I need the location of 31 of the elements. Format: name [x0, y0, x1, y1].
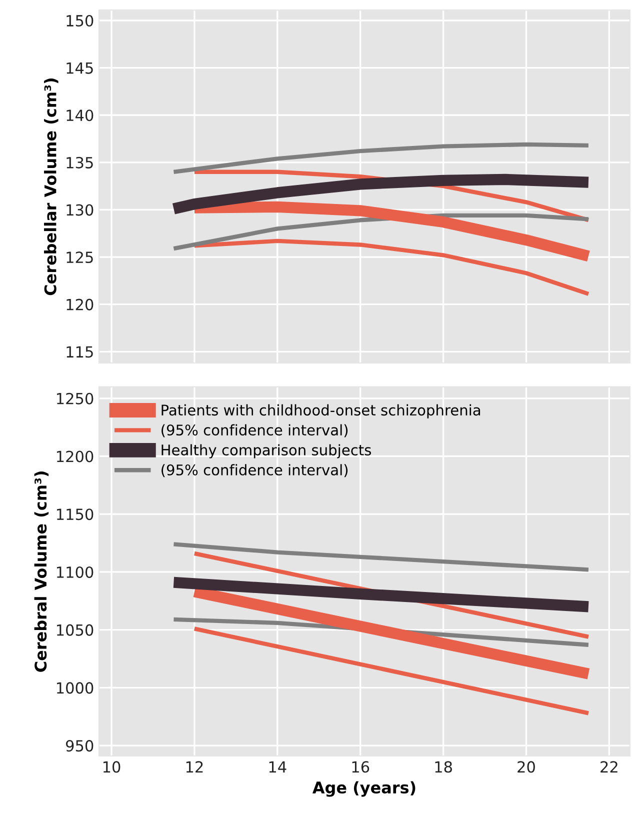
y-axis-title: Cerebral Volume (cm³) — [34, 472, 49, 672]
y-tick-label: 150 — [66, 14, 94, 27]
x-tick-label: 22 — [600, 761, 618, 772]
legend-label: Healthy comparison subjects — [162, 444, 371, 458]
x-axis-title: Age (years) — [312, 781, 416, 797]
x-tick-label: 18 — [435, 761, 452, 773]
y-tick-label: 145 — [66, 62, 93, 74]
x-tick-label: 10 — [103, 761, 120, 773]
y-tick-label: 120 — [66, 298, 94, 310]
line-series — [172, 542, 591, 572]
y-tick-label: 130 — [66, 204, 94, 216]
y-tick-label: 140 — [66, 110, 94, 122]
x-tick-label: 16 — [352, 761, 370, 773]
y-tick-label: 135 — [66, 156, 93, 168]
x-tick-label: 12 — [186, 761, 203, 772]
legend-label: Patients with childhood-onset schizophrenia — [162, 404, 480, 418]
y-tick-label: 1200 — [56, 450, 94, 462]
y-tick-label: 1000 — [56, 682, 94, 694]
legend-label: (95% confidence interval) — [162, 424, 348, 438]
y-axis-title: Cerebellar Volume (cm³) — [44, 78, 58, 296]
x-tick-label: 14 — [269, 761, 286, 772]
line-series — [192, 238, 591, 296]
y-tick-label: 950 — [66, 740, 94, 752]
y-tick-label: 125 — [66, 252, 93, 264]
y-tick-label: 1150 — [56, 508, 94, 520]
y-tick-label: 115 — [66, 346, 93, 358]
y-tick-label: 1100 — [56, 566, 94, 578]
y-tick-label: 1050 — [56, 624, 94, 636]
legend-label: (95% confidence interval) — [162, 464, 348, 478]
y-tick-label: 1250 — [56, 392, 94, 404]
x-tick-label: 20 — [518, 761, 535, 773]
